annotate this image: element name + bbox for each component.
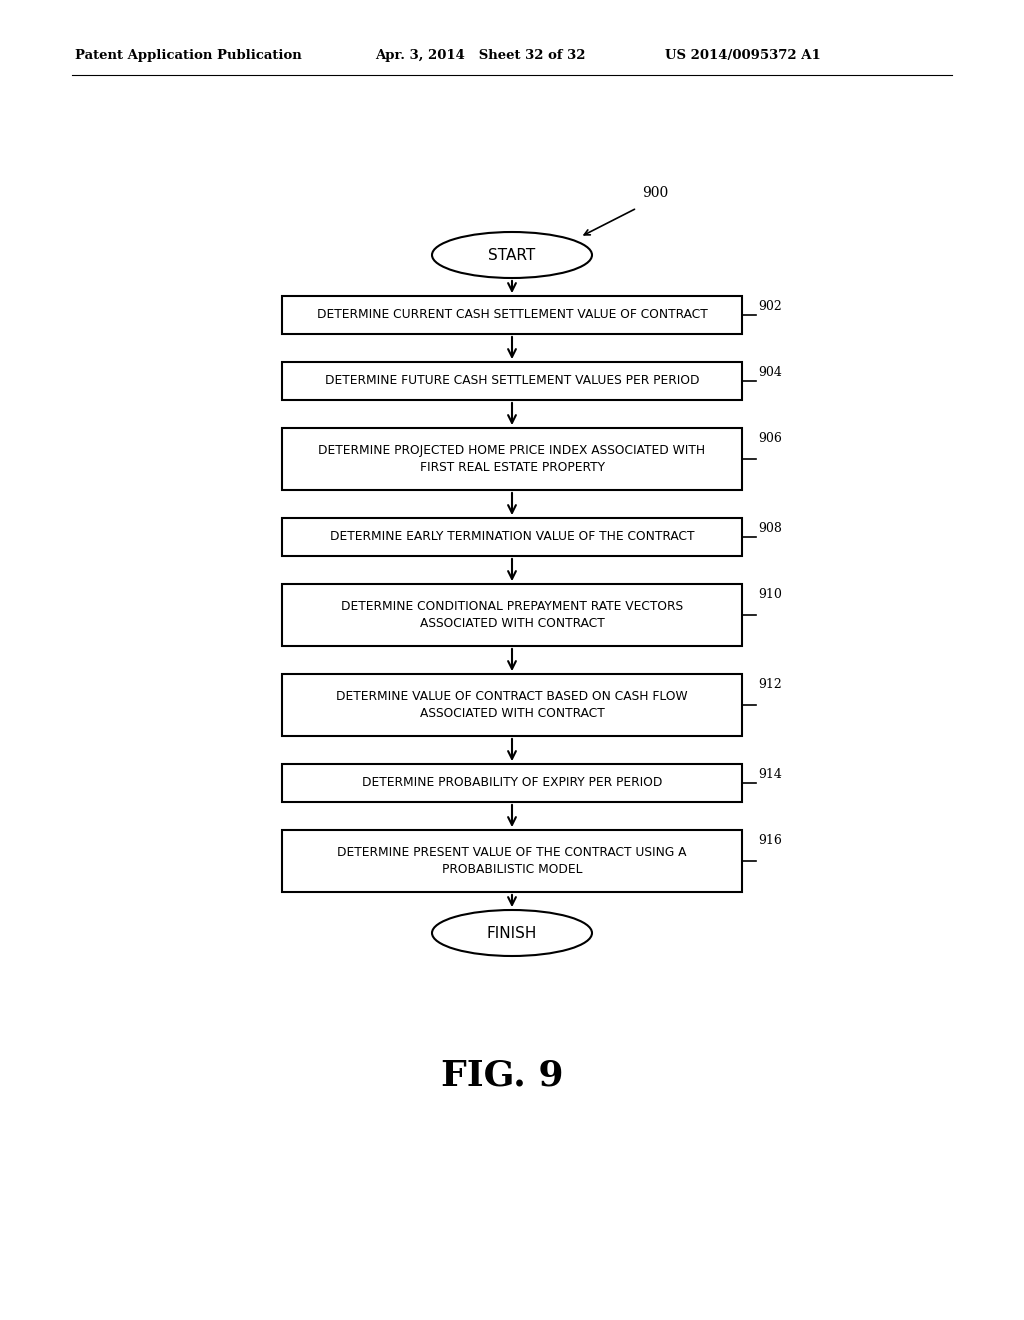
Bar	[282, 830, 742, 892]
Text: DETERMINE PRESENT VALUE OF THE CONTRACT USING A
PROBABILISTIC MODEL: DETERMINE PRESENT VALUE OF THE CONTRACT …	[337, 846, 687, 876]
Text: 912: 912	[758, 678, 781, 690]
Bar	[282, 296, 742, 334]
Text: 914: 914	[758, 768, 782, 781]
Text: DETERMINE CURRENT CASH SETTLEMENT VALUE OF CONTRACT: DETERMINE CURRENT CASH SETTLEMENT VALUE …	[316, 309, 708, 322]
Text: 910: 910	[758, 587, 782, 601]
Text: Apr. 3, 2014   Sheet 32 of 32: Apr. 3, 2014 Sheet 32 of 32	[375, 49, 586, 62]
Text: 902: 902	[758, 300, 781, 313]
Text: US 2014/0095372 A1: US 2014/0095372 A1	[665, 49, 821, 62]
Text: DETERMINE PROJECTED HOME PRICE INDEX ASSOCIATED WITH
FIRST REAL ESTATE PROPERTY: DETERMINE PROJECTED HOME PRICE INDEX ASS…	[318, 444, 706, 474]
Text: 916: 916	[758, 834, 782, 847]
Text: 908: 908	[758, 521, 782, 535]
Text: START: START	[488, 248, 536, 263]
Text: DETERMINE FUTURE CASH SETTLEMENT VALUES PER PERIOD: DETERMINE FUTURE CASH SETTLEMENT VALUES …	[325, 375, 699, 388]
Bar	[282, 517, 742, 556]
Text: FIG. 9: FIG. 9	[440, 1059, 563, 1092]
Text: FINISH: FINISH	[486, 925, 538, 940]
Bar	[282, 764, 742, 803]
Bar	[282, 675, 742, 737]
Bar	[282, 362, 742, 400]
Ellipse shape	[432, 909, 592, 956]
Text: DETERMINE PROBABILITY OF EXPIRY PER PERIOD: DETERMINE PROBABILITY OF EXPIRY PER PERI…	[361, 776, 663, 789]
Text: DETERMINE CONDITIONAL PREPAYMENT RATE VECTORS
ASSOCIATED WITH CONTRACT: DETERMINE CONDITIONAL PREPAYMENT RATE VE…	[341, 601, 683, 630]
Bar	[282, 428, 742, 490]
Text: 906: 906	[758, 432, 782, 445]
Text: DETERMINE VALUE OF CONTRACT BASED ON CASH FLOW
ASSOCIATED WITH CONTRACT: DETERMINE VALUE OF CONTRACT BASED ON CAS…	[336, 690, 688, 719]
Bar	[282, 583, 742, 645]
Ellipse shape	[432, 232, 592, 279]
Text: DETERMINE EARLY TERMINATION VALUE OF THE CONTRACT: DETERMINE EARLY TERMINATION VALUE OF THE…	[330, 531, 694, 544]
Text: Patent Application Publication: Patent Application Publication	[75, 49, 302, 62]
Text: 900: 900	[642, 186, 669, 201]
Text: 904: 904	[758, 366, 782, 379]
